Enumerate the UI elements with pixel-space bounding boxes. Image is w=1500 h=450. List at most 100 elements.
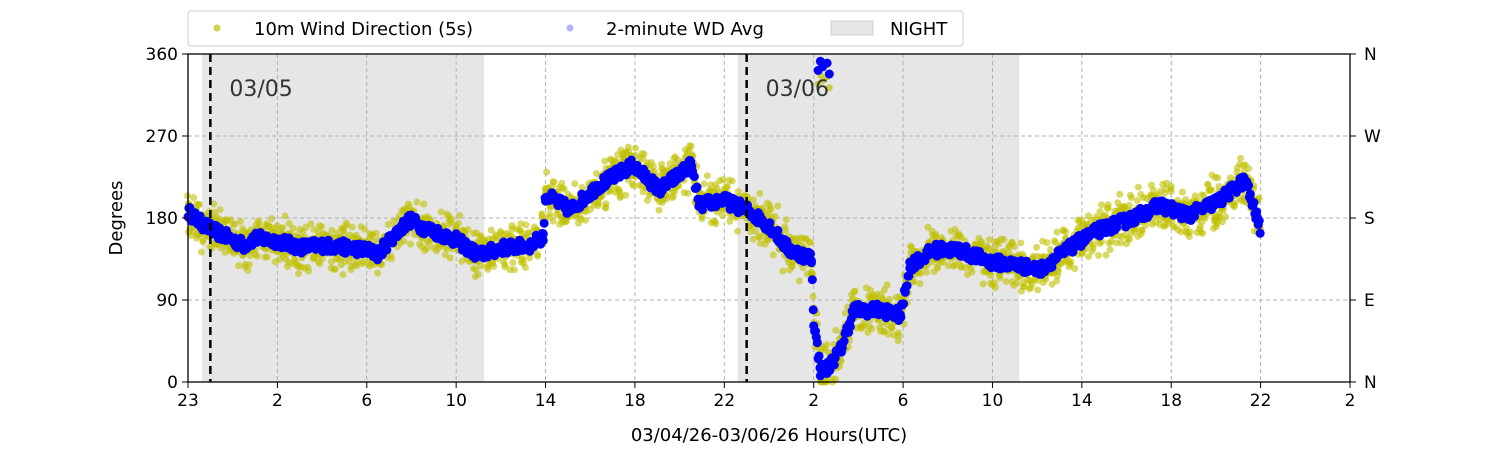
wd-point <box>774 202 782 210</box>
y-tick-label: 90 <box>156 291 178 311</box>
wd-point <box>420 200 428 208</box>
wd-point <box>1000 235 1008 243</box>
wd-point <box>582 216 590 224</box>
legend-avg-label: 2-minute WD Avg <box>606 19 764 40</box>
wd-point <box>549 217 557 225</box>
wd-point <box>1034 286 1042 294</box>
wd-point <box>1106 245 1114 253</box>
wd-point <box>756 189 764 197</box>
wd-point <box>749 196 757 204</box>
wd-point <box>832 326 840 334</box>
wd-point <box>1102 251 1110 259</box>
avg-point <box>538 229 548 239</box>
avg-point <box>812 338 822 348</box>
wd-point <box>560 185 568 193</box>
wd-point <box>474 270 482 278</box>
wd-point <box>996 274 1004 282</box>
wd-point <box>779 267 787 275</box>
wd-point <box>987 271 995 279</box>
right-tick-label: N <box>1364 45 1377 65</box>
wd-point <box>795 277 803 285</box>
wd-point <box>195 201 203 209</box>
wd-point <box>767 205 775 213</box>
wd-point <box>1054 268 1062 276</box>
avg-point <box>896 312 906 322</box>
avg-point <box>808 305 818 315</box>
wd-point <box>360 225 368 233</box>
x-tick-label: 14 <box>1071 391 1093 411</box>
wd-point <box>1096 208 1104 216</box>
wd-point <box>631 144 639 152</box>
x-axis-label: 03/04/26-03/06/26 Hours(UTC) <box>631 425 907 446</box>
avg-point <box>692 182 702 192</box>
wd-point <box>655 206 663 214</box>
wd-point <box>1013 279 1021 287</box>
wd-point <box>1097 201 1105 209</box>
wd-point <box>538 210 546 218</box>
x-tick-label: 22 <box>1250 391 1272 411</box>
wd-point <box>521 263 529 271</box>
wd-point <box>771 212 779 220</box>
avg-point <box>1254 216 1264 226</box>
wd-point <box>307 220 315 228</box>
wd-point <box>1149 186 1157 194</box>
wd-point <box>1204 180 1212 188</box>
wd-point <box>328 226 336 234</box>
avg-point <box>824 69 834 79</box>
avg-point <box>902 281 912 291</box>
wd-point <box>477 262 485 270</box>
wd-point <box>595 199 603 207</box>
wd-point <box>289 224 297 232</box>
wd-point <box>244 266 252 274</box>
avg-point <box>1244 181 1254 191</box>
wd-point <box>501 260 509 268</box>
wd-point <box>1043 239 1051 247</box>
wd-point <box>1053 228 1061 236</box>
wd-point <box>1167 182 1175 190</box>
wd-point <box>968 268 976 276</box>
avg-point <box>806 249 816 259</box>
wd-point <box>1186 228 1194 236</box>
wd-point <box>1237 154 1245 162</box>
wd-point <box>1002 278 1010 286</box>
avg-point <box>1255 228 1265 238</box>
wd-point <box>851 287 859 295</box>
wd-point <box>400 237 408 245</box>
wd-point <box>734 227 742 235</box>
wd-point <box>616 192 624 200</box>
wd-point <box>601 157 609 165</box>
avg-point <box>937 239 947 249</box>
wd-point <box>1094 251 1102 259</box>
avg-point <box>814 351 824 361</box>
wd-point <box>454 219 462 227</box>
wd-point <box>1117 239 1125 247</box>
wd-point <box>1207 186 1215 194</box>
wd-point <box>1215 182 1223 190</box>
avg-point <box>538 235 548 245</box>
wd-point <box>571 180 579 188</box>
wd-point <box>1085 252 1093 260</box>
wd-point <box>1134 183 1142 191</box>
wd-point <box>437 208 445 216</box>
wd-point <box>1200 191 1208 199</box>
wd-point <box>210 200 218 208</box>
wd-point <box>1141 221 1149 229</box>
wd-point <box>985 236 993 244</box>
wd-point <box>1255 194 1263 202</box>
wd-point <box>302 223 310 231</box>
wd-point <box>464 226 472 234</box>
wd-point <box>602 200 610 208</box>
wd-point <box>703 172 711 180</box>
wd-point <box>447 215 455 223</box>
wd-point <box>384 220 392 228</box>
wd-point <box>235 262 243 270</box>
wd-point <box>886 295 894 303</box>
wd-point <box>487 226 495 234</box>
wd-point <box>245 261 253 269</box>
wd-point <box>649 163 657 171</box>
x-tick-label: 2 <box>1345 391 1356 411</box>
wd-point <box>1133 197 1141 205</box>
wd-point <box>1033 243 1041 251</box>
avg-point <box>1245 189 1255 199</box>
wd-point <box>868 325 876 333</box>
